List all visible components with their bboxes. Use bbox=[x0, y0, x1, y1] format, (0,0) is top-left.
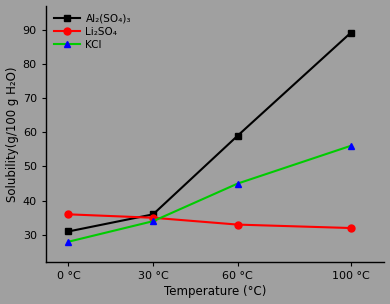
Line: KCl: KCl bbox=[65, 142, 354, 245]
KCl bbox=[236, 182, 240, 185]
KCl bbox=[66, 240, 71, 244]
Li₂SO₄ bbox=[151, 216, 156, 219]
Li₂SO₄ bbox=[348, 226, 353, 230]
Al₂(SO₄)₃ bbox=[151, 212, 156, 216]
X-axis label: Temperature (°C): Temperature (°C) bbox=[164, 285, 266, 299]
Li₂SO₄ bbox=[236, 223, 240, 226]
Li₂SO₄ bbox=[66, 212, 71, 216]
Line: Al₂(SO₄)₃: Al₂(SO₄)₃ bbox=[65, 29, 354, 235]
Al₂(SO₄)₃ bbox=[236, 134, 240, 137]
Y-axis label: Solubility(g/100 g H₂O): Solubility(g/100 g H₂O) bbox=[5, 66, 19, 202]
KCl bbox=[151, 219, 156, 223]
Line: Li₂SO₄: Li₂SO₄ bbox=[65, 211, 354, 232]
KCl bbox=[348, 144, 353, 148]
Al₂(SO₄)₃ bbox=[66, 230, 71, 233]
Al₂(SO₄)₃ bbox=[348, 31, 353, 35]
Legend: Al₂(SO₄)₃, Li₂SO₄, KCl: Al₂(SO₄)₃, Li₂SO₄, KCl bbox=[51, 11, 134, 53]
